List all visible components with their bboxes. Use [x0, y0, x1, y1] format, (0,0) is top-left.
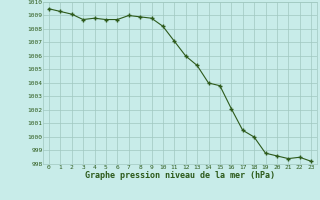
X-axis label: Graphe pression niveau de la mer (hPa): Graphe pression niveau de la mer (hPa): [85, 171, 275, 180]
